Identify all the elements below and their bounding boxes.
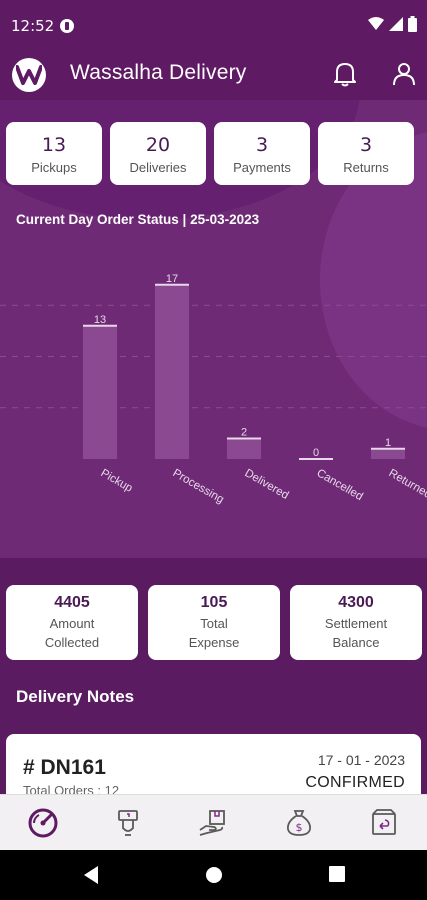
data-label: 13 — [94, 314, 106, 326]
summary-card-total-expense[interactable]: 105 Total Expense — [148, 585, 280, 660]
dashboard-content[interactable]: 13 Pickups 20 Deliveries 3 Payments 3 Re… — [0, 100, 427, 850]
home-icon[interactable] — [204, 865, 224, 885]
status-bar: 12:52 — [0, 0, 427, 52]
summary-value: 4405 — [54, 594, 90, 611]
recents-icon[interactable] — [328, 865, 346, 883]
delivery-notes-heading: Delivery Notes — [16, 687, 135, 706]
note-status: CONFIRMED — [305, 774, 405, 791]
stat-cards: 13 Pickups 20 Deliveries 3 Payments 3 Re… — [6, 122, 414, 185]
stat-label: Pickups — [31, 160, 77, 175]
data-label: 17 — [166, 273, 178, 285]
summary-value: 4300 — [338, 594, 374, 611]
nav-pickups[interactable] — [108, 803, 148, 843]
bottom-nav: $ — [0, 794, 427, 850]
delivery-icon — [199, 809, 226, 836]
back-icon[interactable] — [82, 865, 100, 885]
stat-value: 3 — [359, 134, 373, 156]
stat-value: 3 — [255, 134, 269, 156]
tick-label: Returned — [387, 467, 427, 501]
note-id: # DN161 — [23, 756, 106, 779]
summary-card-amount-collected[interactable]: 4405 Amount Collected — [6, 585, 138, 660]
stat-label: Deliveries — [129, 160, 187, 175]
tick-label: Pickup — [99, 467, 135, 495]
stat-card-payments[interactable]: 3 Payments — [214, 122, 310, 185]
notification-button[interactable] — [329, 58, 361, 90]
summary-value: 105 — [200, 594, 228, 611]
stat-card-returns[interactable]: 3 Returns — [318, 122, 414, 185]
data-label: 0 — [313, 447, 319, 459]
wifi-icon — [368, 17, 384, 30]
summary-label-line2: Balance — [332, 635, 380, 650]
chart-title: Current Day Order Status | 25-03-2023 — [16, 212, 260, 227]
bar-delivered[interactable] — [227, 438, 261, 460]
note-date: 17 - 01 - 2023 — [317, 752, 405, 768]
tick-label: Processing — [171, 467, 226, 506]
status-time: 12:52 — [11, 17, 55, 35]
profile-button[interactable] — [388, 58, 420, 90]
stat-label: Payments — [233, 160, 291, 175]
bar-pickup[interactable] — [83, 325, 117, 459]
summary-label-line2: Collected — [44, 635, 100, 650]
svg-text:$: $ — [295, 821, 302, 834]
app-header: Wassalha Delivery — [0, 52, 427, 100]
stat-value: 20 — [145, 134, 171, 156]
data-label: 1 — [385, 437, 391, 449]
user-icon — [393, 63, 415, 86]
bar-returned[interactable] — [371, 448, 405, 459]
signal-icon — [389, 17, 403, 31]
summary-label-line1: Amount — [49, 616, 95, 631]
status-icons — [368, 16, 417, 32]
summary-card-settlement-balance[interactable]: 4300 Settlement Balance — [290, 585, 422, 660]
summary-label-line2: Expense — [188, 635, 240, 650]
summary-cards: 4405 Amount Collected 105 Total Expense … — [6, 585, 422, 660]
tick-label: Cancelled — [315, 467, 365, 503]
app-logo — [12, 58, 46, 92]
battery-icon — [408, 16, 417, 32]
summary-label-line1: Settlement — [324, 616, 388, 631]
nav-returns[interactable] — [364, 803, 404, 843]
stat-label: Returns — [343, 160, 389, 175]
summary-label-line1: Total — [200, 616, 228, 631]
stat-card-pickups[interactable]: 13 Pickups — [6, 122, 102, 185]
system-nav-bar — [0, 850, 427, 900]
nav-deliveries[interactable] — [193, 803, 233, 843]
tick-label: Delivered — [243, 467, 291, 502]
dashboard-icon — [28, 808, 58, 837]
notification-app-icon — [60, 19, 74, 33]
data-label: 2 — [241, 427, 247, 439]
payment-icon: $ — [286, 809, 311, 836]
pickup-icon — [118, 809, 138, 836]
return-icon — [372, 808, 397, 835]
nav-payments[interactable]: $ — [279, 803, 319, 843]
order-status-chart: 13 Pickup 17 Processing 2 Delivered 0 Cancelled… — [0, 273, 427, 506]
bell-icon — [334, 63, 356, 87]
nav-dashboard[interactable] — [23, 803, 63, 843]
app-title: Wassalha Delivery — [70, 61, 247, 84]
stat-card-deliveries[interactable]: 20 Deliveries — [110, 122, 206, 185]
bar-processing[interactable] — [155, 284, 189, 459]
stat-value: 13 — [41, 134, 67, 156]
